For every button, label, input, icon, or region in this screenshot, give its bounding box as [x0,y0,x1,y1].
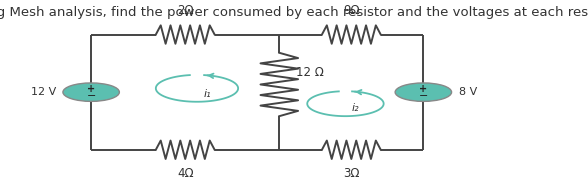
Text: 12 V: 12 V [31,87,56,97]
Circle shape [395,83,452,101]
Text: −: − [419,91,428,101]
Text: i₂: i₂ [351,103,359,113]
Text: 9Ω: 9Ω [343,4,360,17]
Text: 2Ω: 2Ω [177,4,193,17]
Text: +: + [419,84,427,94]
Text: Using Mesh analysis, find the power consumed by each resistor and the voltages a: Using Mesh analysis, find the power cons… [0,6,588,19]
Text: i₁: i₁ [204,89,212,99]
Text: 4Ω: 4Ω [177,167,193,180]
Circle shape [63,83,119,101]
Text: +: + [87,84,95,94]
Text: 8 V: 8 V [459,87,477,97]
Text: −: − [86,91,96,101]
Text: 12 Ω: 12 Ω [296,66,323,79]
Text: 3Ω: 3Ω [343,167,360,180]
